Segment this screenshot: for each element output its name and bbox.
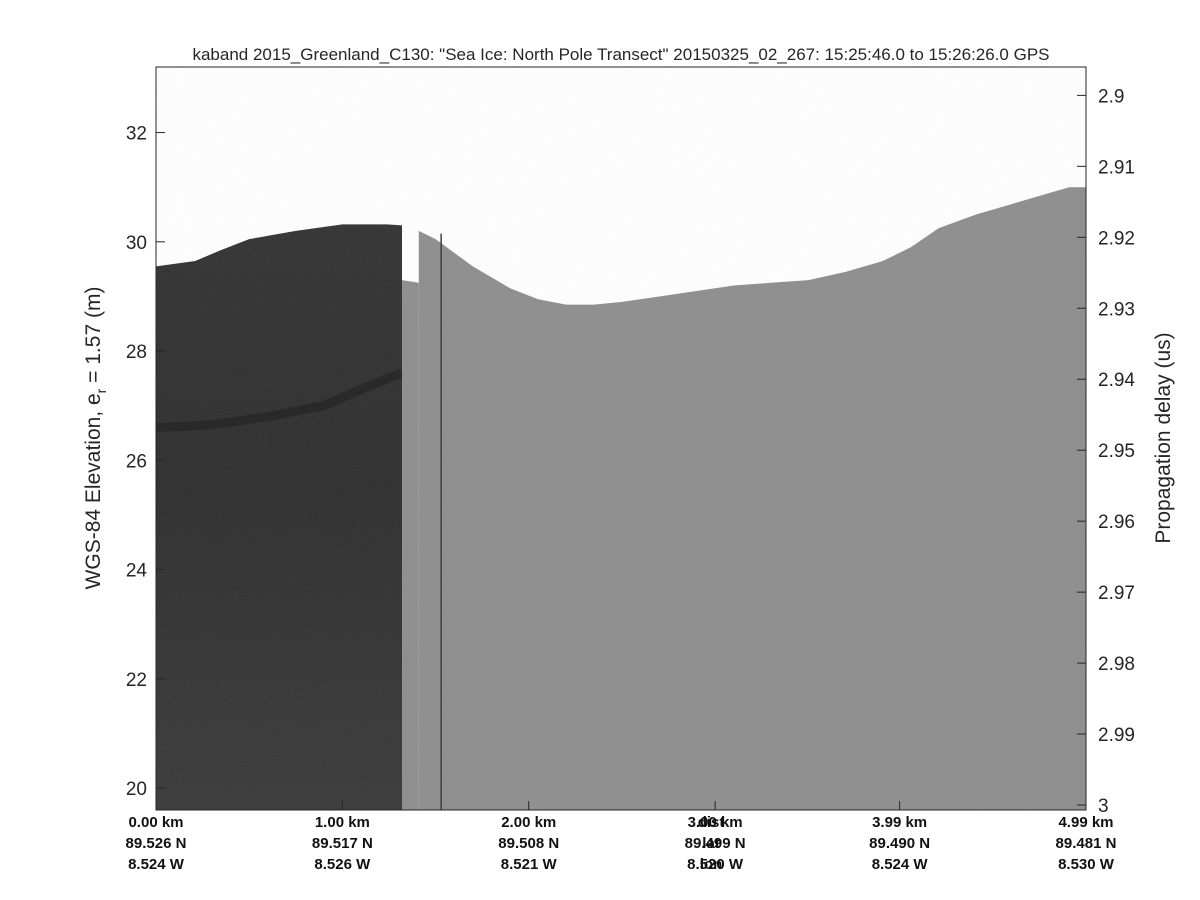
x-row-label-lat: lat (702, 835, 720, 852)
right-tick-label: 2.99 (1098, 725, 1135, 746)
left-tick-label: 30 (126, 233, 147, 254)
right-tick-label: 2.9 (1098, 86, 1124, 107)
left-y-axis-label: WGS-84 Elevation, er = 1.57 (m) (82, 287, 109, 590)
right-tick-label: 2.93 (1098, 299, 1135, 320)
left-tick-label: 22 (126, 670, 147, 691)
x-tick-label-dist: 1.00 km (315, 814, 370, 831)
x-tick-label-lat: 89.526 N (126, 835, 187, 852)
left-tick-label: 24 (126, 561, 148, 582)
x-tick-label-dist: 0.00 km (128, 814, 183, 831)
right-tick-label: 2.98 (1098, 654, 1135, 675)
x-row-label-lon: lon (700, 856, 723, 873)
x-tick-label-lat: 89.499 N (685, 835, 746, 852)
x-tick-label-lon: 8.520 W (687, 856, 744, 873)
right-y-axis-label: Propagation delay (us) (1152, 332, 1175, 543)
plot-frame (155, 66, 1087, 811)
x-row-label-dist: dist (698, 814, 725, 831)
x-tick-label-lon: 8.524 W (872, 856, 929, 873)
x-tick-label-lat: 89.517 N (312, 835, 373, 852)
x-tick-label-dist: 2.00 km (501, 814, 556, 831)
right-y-axis: 2.9 2.91 2.92 2.93 2.94 2.95 2.96 2.97 2.98 2.99 3 (1077, 86, 1135, 817)
x-tick-label-dist: 4.99 km (1058, 814, 1113, 831)
right-tick-label: 2.95 (1098, 441, 1135, 462)
left-tick-label: 20 (126, 779, 147, 800)
x-tick-label-lon: 8.526 W (314, 856, 371, 873)
left-y-axis: 20 22 24 26 28 30 32 (126, 124, 165, 800)
x-tick-label-lon: 8.521 W (501, 856, 558, 873)
left-tick-label: 32 (126, 124, 147, 145)
x-tick-label-lat: 89.481 N (1056, 835, 1117, 852)
x-tick-label-dist: 3.00 km (688, 814, 743, 831)
right-tick-label: 2.92 (1098, 228, 1135, 249)
right-tick-label: 3 (1098, 796, 1109, 817)
left-tick-label: 26 (126, 451, 147, 472)
x-tick-label-lat: 89.490 N (869, 835, 930, 852)
chart-title: kaband 2015_Greenland_C130: "Sea Ice: No… (192, 45, 1049, 64)
right-tick-label: 2.97 (1098, 583, 1135, 604)
plot-area (156, 67, 1086, 810)
speckle-texture (156, 67, 1086, 810)
x-tick-label-lon: 8.524 W (128, 856, 185, 873)
right-tick-label: 2.94 (1098, 370, 1135, 391)
x-axis: 0.00 km 1.00 km 2.00 km 3.00 km 3.99 km 4.99 … (126, 801, 1117, 873)
left-tick-label: 28 (126, 342, 147, 363)
x-tick-label-dist: 3.99 km (872, 814, 927, 831)
x-tick-label-lon: 8.530 W (1058, 856, 1115, 873)
x-tick-label-lat: 89.508 N (498, 835, 559, 852)
right-tick-label: 2.96 (1098, 512, 1135, 533)
right-tick-label: 2.91 (1098, 157, 1135, 178)
